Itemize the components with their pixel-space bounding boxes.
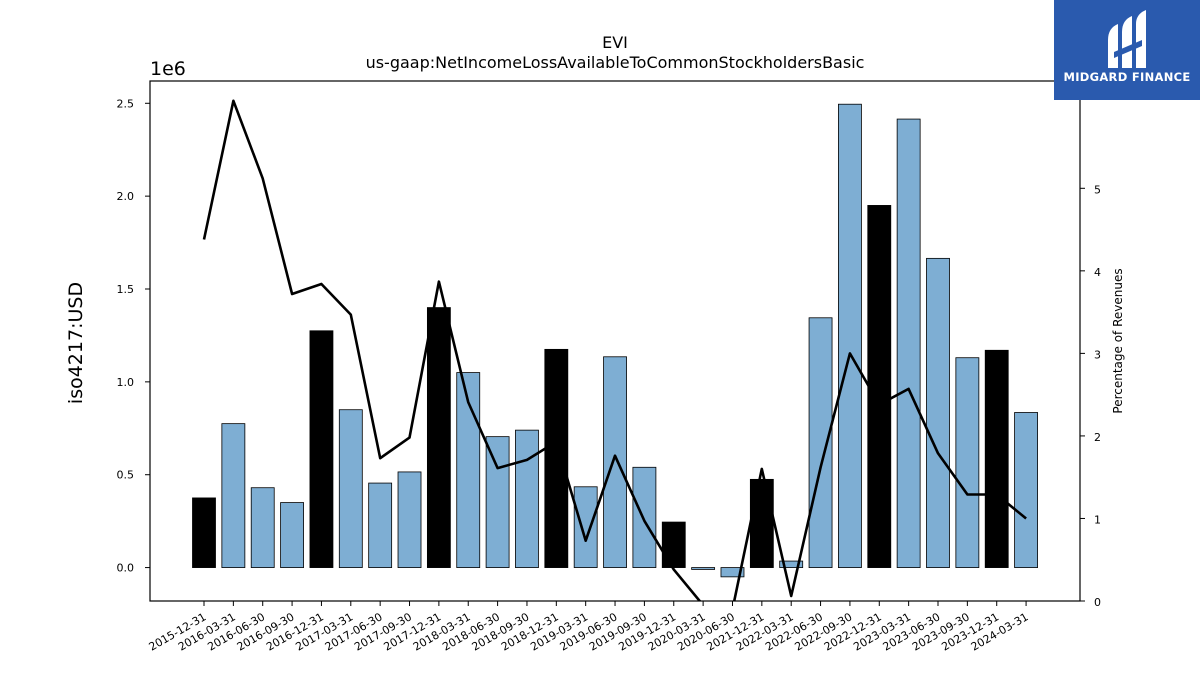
bar-2023-09-30 (955, 357, 980, 568)
y2-tick-label: 3 (1094, 348, 1101, 361)
chart-title: EVI (602, 33, 628, 52)
bar-2024-03-31 (1014, 412, 1038, 568)
line-group (202, 99, 1027, 601)
bars-group (192, 103, 1038, 578)
bar-2019-09-30 (632, 466, 657, 568)
y2-axis-ticks: 0 1 2 3 4 5 (1080, 183, 1101, 609)
bar-2017-09-30 (397, 471, 422, 568)
y2-tick-label: 1 (1094, 513, 1101, 526)
percentage-of-revenues-line (202, 99, 1027, 601)
y-tick-label: 2.5 (117, 97, 135, 110)
bar-2018-12-31 (544, 348, 569, 568)
chart-subtitle: us-gaap:NetIncomeLossAvailableToCommonSt… (366, 53, 865, 72)
bar-2018-09-30 (515, 429, 539, 568)
bar-2022-06-30 (808, 317, 833, 568)
y2-tick-label: 2 (1094, 431, 1101, 444)
bar-2018-03-31 (456, 372, 481, 568)
bar-2017-03-31 (338, 409, 363, 568)
bar-2020-03-31 (691, 567, 716, 570)
y-axis-offset-label: 1e6 (150, 58, 186, 80)
brand-logo: MIDGARD FINANCE (1054, 0, 1200, 100)
bar-2019-06-30 (603, 356, 627, 568)
bar-2020-06-30 (720, 567, 745, 578)
bar-2017-06-30 (368, 482, 393, 568)
bar-2018-06-30 (485, 436, 510, 568)
y2-axis-label: Percentage of Revenues (1111, 268, 1125, 413)
bar-2022-12-31 (867, 205, 892, 568)
y-axis-label: iso4217:USD (65, 282, 87, 404)
x-axis-ticks: 2015-12-312016-03-312016-06-302016-09-30… (147, 601, 1031, 654)
y-tick-label: 1.0 (117, 376, 135, 389)
y2-tick-label: 0 (1094, 596, 1101, 609)
y-axis-ticks: 0.0 0.5 1.0 1.5 2.0 2.5 (117, 97, 150, 575)
bar-2023-06-30 (926, 257, 950, 568)
brand-mark-icon (1108, 10, 1146, 68)
bar-2019-12-31 (661, 521, 686, 568)
bar-2023-12-31 (984, 349, 1009, 568)
bar-2016-03-31 (221, 423, 246, 568)
y2-tick-label: 5 (1094, 183, 1101, 196)
bar-2022-09-30 (838, 103, 862, 568)
y-tick-label: 2.0 (117, 190, 135, 203)
y2-tick-label: 4 (1094, 266, 1101, 279)
bar-2023-03-31 (896, 118, 921, 568)
y-tick-label: 1.5 (117, 283, 135, 296)
bar-2017-12-31 (426, 307, 451, 568)
bar-2022-03-31 (779, 560, 804, 568)
bar-2019-03-31 (573, 486, 598, 568)
y-tick-label: 0.0 (117, 562, 135, 575)
y-tick-label: 0.5 (117, 469, 135, 482)
brand-logo-text: MIDGARD FINANCE (1063, 70, 1191, 84)
bar-2016-12-31 (309, 330, 334, 568)
bar-2021-12-31 (749, 478, 774, 568)
bar-2016-09-30 (280, 502, 304, 568)
bar-2016-06-30 (250, 487, 275, 568)
bar-2015-12-31 (192, 497, 216, 568)
